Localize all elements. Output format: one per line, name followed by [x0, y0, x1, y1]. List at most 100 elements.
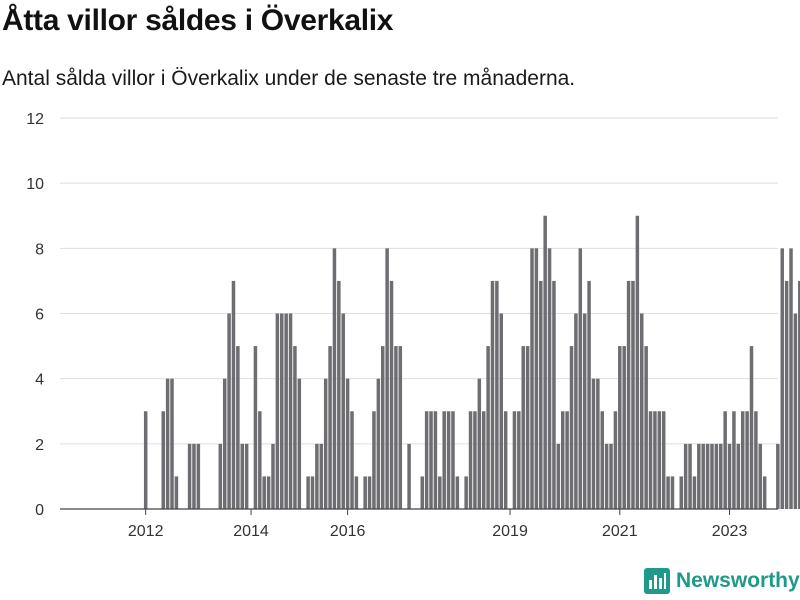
bar	[275, 313, 280, 509]
bar	[490, 280, 495, 509]
bar	[486, 346, 490, 509]
y-tick-label: 4	[35, 372, 44, 389]
bar	[319, 443, 324, 509]
bar	[350, 411, 354, 509]
bar	[727, 443, 732, 509]
x-tick-label: 2019	[492, 523, 528, 540]
x-tick-label: 2014	[233, 523, 269, 540]
bar	[170, 378, 174, 509]
bar	[376, 378, 381, 509]
bar	[714, 443, 719, 509]
y-tick-label: 10	[26, 176, 44, 193]
bar	[394, 346, 398, 509]
x-tick-label: 2021	[602, 523, 638, 540]
bar	[547, 248, 552, 510]
bar	[793, 313, 798, 509]
bar	[596, 378, 600, 509]
bar	[407, 443, 411, 509]
bar	[174, 476, 179, 509]
chart-title: Åtta villor såldes i Överkalix	[2, 4, 394, 37]
bar	[661, 411, 666, 509]
bar	[143, 411, 148, 509]
bar	[293, 346, 297, 509]
bar	[776, 443, 780, 509]
bar	[332, 248, 337, 510]
bar	[218, 443, 223, 509]
bar	[697, 443, 701, 509]
bar	[451, 411, 455, 509]
bar	[165, 378, 170, 509]
bar	[367, 476, 372, 509]
bar	[495, 280, 499, 509]
bar	[754, 411, 758, 509]
y-tick-label: 6	[35, 307, 44, 324]
bar	[464, 476, 468, 509]
bar	[600, 411, 604, 509]
bar	[635, 215, 640, 509]
bar	[341, 313, 345, 509]
bar	[552, 280, 556, 509]
bar	[587, 280, 591, 509]
bar	[240, 443, 245, 509]
newsworthy-logo[interactable]: Newsworthy	[644, 568, 800, 594]
bar	[196, 443, 201, 509]
bar	[789, 248, 793, 510]
bar	[670, 476, 675, 509]
bar	[271, 443, 275, 509]
bar	[784, 280, 789, 509]
bar	[455, 476, 460, 509]
bar	[473, 411, 477, 509]
bar	[323, 378, 328, 509]
bar	[429, 411, 433, 509]
bar	[710, 443, 714, 509]
bar	[284, 313, 288, 509]
bar	[236, 346, 240, 509]
x-tick-label: 2023	[712, 523, 748, 540]
bar	[578, 248, 583, 510]
bar	[222, 378, 227, 509]
bar	[618, 346, 622, 509]
bar	[732, 411, 736, 509]
bar	[446, 411, 451, 509]
bar	[758, 443, 763, 509]
bar	[631, 280, 635, 509]
bar-chart: 02468101220122014201620192021202320258	[26, 111, 800, 540]
bar	[244, 443, 249, 509]
bar	[666, 476, 670, 509]
bar	[380, 346, 385, 509]
bar	[420, 476, 424, 509]
bar	[328, 346, 332, 509]
bar	[297, 378, 302, 509]
bar	[161, 411, 165, 509]
bar	[719, 443, 723, 509]
newsworthy-logo-icon	[644, 568, 670, 594]
y-tick-label: 8	[35, 241, 44, 258]
bar	[798, 280, 800, 509]
bar	[468, 411, 473, 509]
bar	[622, 346, 626, 509]
newsworthy-logo-text: Newsworthy	[676, 569, 800, 592]
bar	[679, 476, 684, 509]
y-tick-label: 0	[35, 502, 44, 519]
bar	[556, 443, 561, 509]
bar	[657, 411, 662, 509]
bar	[683, 443, 688, 509]
bar	[192, 443, 196, 509]
bar	[280, 313, 284, 509]
bar	[692, 476, 697, 509]
bar	[253, 346, 258, 509]
bar	[688, 443, 692, 509]
bar	[227, 313, 231, 509]
bar	[569, 346, 574, 509]
bar	[560, 411, 565, 509]
bar	[477, 378, 482, 509]
bar	[315, 443, 319, 509]
bar	[740, 411, 745, 509]
bar	[640, 313, 644, 509]
bar	[613, 411, 618, 509]
bar	[517, 411, 521, 509]
bar	[591, 378, 596, 509]
bar	[574, 313, 578, 509]
bar	[604, 443, 609, 509]
bar	[398, 346, 403, 509]
